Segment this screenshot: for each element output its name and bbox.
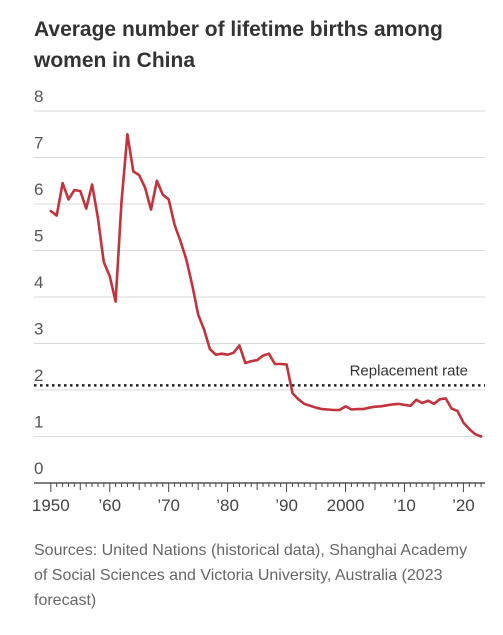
y-tick-label: 3 <box>34 320 43 339</box>
x-tick-label: ’80 <box>216 496 239 515</box>
annotations: Replacement rate <box>34 362 485 387</box>
chart-title: Average number of lifetime births among … <box>34 18 443 72</box>
y-tick-label: 2 <box>34 366 43 385</box>
y-tick-label: 6 <box>34 180 43 199</box>
y-tick-label: 0 <box>34 459 43 478</box>
annotation-label: Replacement rate <box>350 362 468 379</box>
x-tick-label: ’70 <box>157 496 180 515</box>
line-chart: 0 1 2 3 4 5 6 7 8 Replacement rate 1950 ’60 ’70 ’80… <box>32 87 485 515</box>
x-tick-label: ’90 <box>275 496 298 515</box>
x-tick-label: 2000 <box>327 496 365 515</box>
gridlines <box>34 110 485 437</box>
x-axis: 1950 ’60 ’70 ’80 ’90 2000 ’10 ’20 <box>32 482 485 515</box>
y-tick-label: 5 <box>34 227 43 246</box>
y-tick-label: 7 <box>34 134 43 153</box>
x-tick-label: ’60 <box>98 496 121 515</box>
x-tick-label: ’20 <box>452 496 475 515</box>
series-line <box>49 133 483 438</box>
series-lines <box>49 133 483 438</box>
x-tick-label: ’10 <box>393 496 416 515</box>
y-axis-tick-labels: 0 1 2 3 4 5 6 7 8 <box>34 87 43 478</box>
y-tick-label: 1 <box>34 413 43 432</box>
y-tick-label: 4 <box>34 273 43 292</box>
y-tick-label: 8 <box>34 87 43 106</box>
source-note: Sources: United Nations (historical data… <box>34 542 468 609</box>
x-tick-label: 1950 <box>32 496 70 515</box>
